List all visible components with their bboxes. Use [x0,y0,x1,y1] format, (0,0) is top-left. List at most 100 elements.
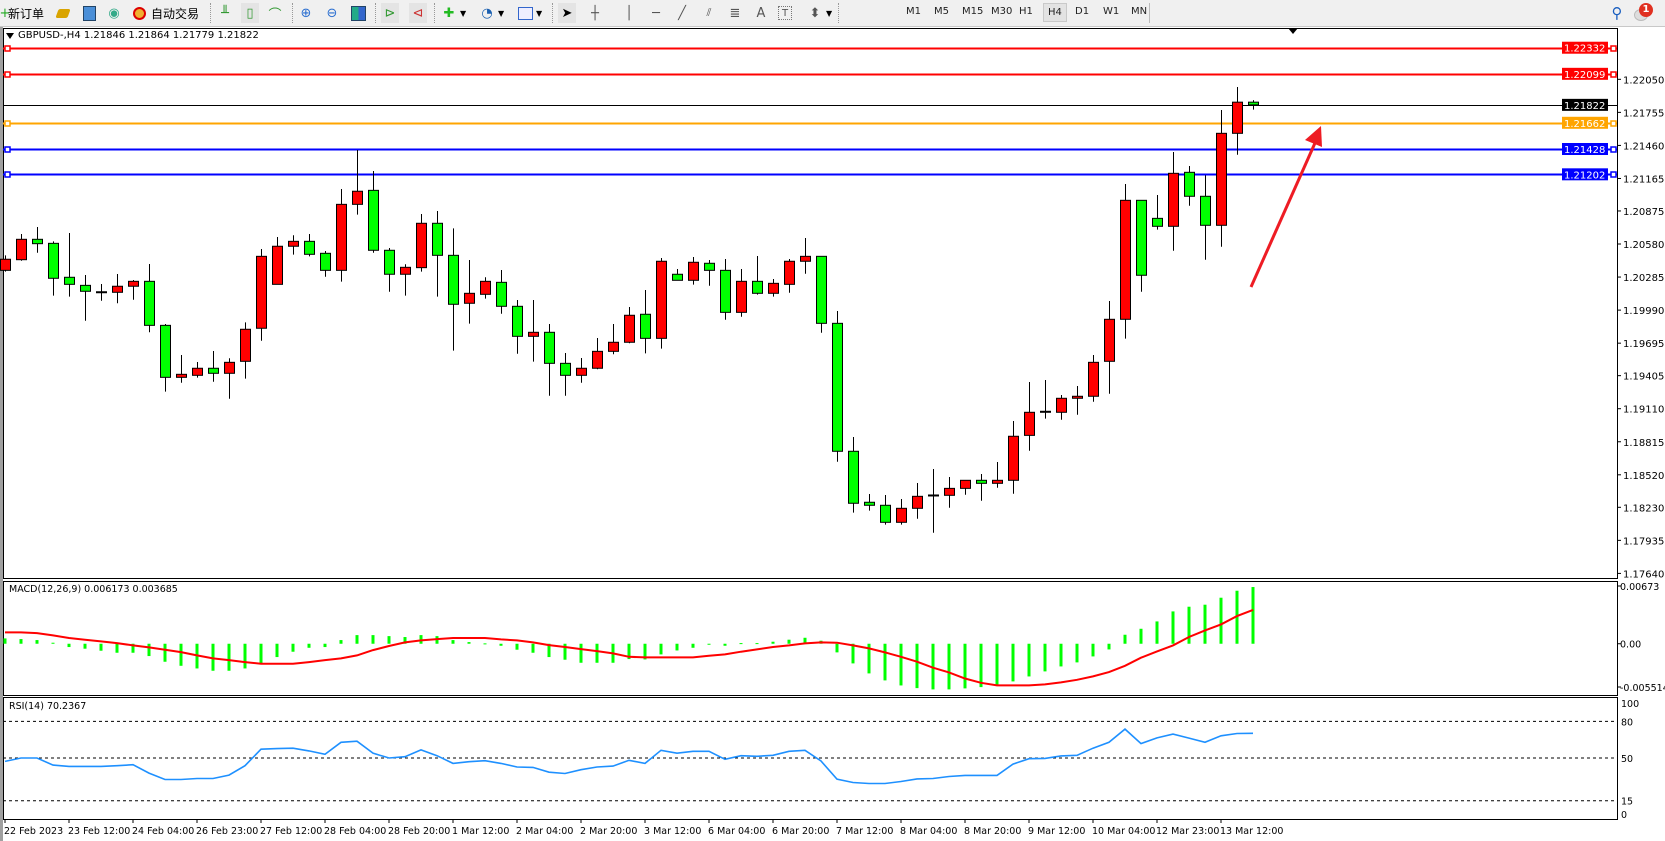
timeframe-m15-button[interactable]: M15 [962,6,984,17]
line-handle-left[interactable] [4,120,11,127]
autoscroll-button[interactable]: ⊲ [409,3,427,23]
candlestick-button[interactable]: ▯ [241,3,259,23]
signals-button[interactable]: ◉ [105,3,123,23]
crosshair-button[interactable]: ┼ [586,3,604,23]
macd-histogram-bar [1123,634,1127,644]
chevron-down-icon: ▼ [460,8,467,18]
macd-histogram-bar [1203,604,1207,644]
time-axis: 22 Feb 2023 23 Feb 12:00 24 Feb 04:00 26 Fe… [4,819,1283,837]
candle [32,226,43,253]
crosshair-icon: ┼ [591,5,599,21]
macd-histogram-bar [483,643,487,645]
timeframe-w1-button[interactable]: W1 [1103,6,1120,17]
line-handle-right[interactable] [1610,146,1617,153]
templates-button[interactable]: ▼ [516,3,542,23]
trendline-button[interactable]: ╱ [673,3,691,23]
price-line-labels: 1.22332 1.22099 1.21822 1.21662 1.21428 1.212… [1562,41,1608,181]
line-handle-left[interactable] [4,71,11,78]
candle [928,468,939,533]
line-handle-left[interactable] [4,45,11,52]
candle-body [928,494,939,497]
candle [736,268,747,317]
data-window-button[interactable] [80,3,98,23]
timeframe-m30-button[interactable]: M30 [991,6,1013,17]
timeframe-m1-button[interactable]: M1 [906,6,921,17]
fibonacci-fan-button[interactable]: ⫽ [700,3,718,23]
annotation-arrow[interactable] [1249,126,1322,288]
time-tick-label: 28 Feb 20:00 [388,826,450,837]
chart-shift-button[interactable]: ⊳ [381,3,399,23]
search-button[interactable]: ⚲ [1608,3,1626,23]
candle [48,241,59,296]
price-tick-label: 1.19110 [1623,405,1664,416]
notification-icon: 1 [1634,3,1654,23]
indicators-button[interactable]: ✚ ▼ [440,3,467,23]
line-handle-right[interactable] [1610,45,1617,52]
macd-histogram-bar [163,643,167,662]
periods-button[interactable]: ◔ ▼ [478,3,504,23]
auto-trading-icon [130,4,148,22]
horizontal-line-button[interactable]: ─ [647,3,665,23]
timeframe-m5-button[interactable]: M5 [934,6,949,17]
candle [672,268,683,281]
text-label-button[interactable]: T [778,3,792,23]
bar-chart-button[interactable]: ╨ [216,3,234,23]
line-handle-left[interactable] [4,171,11,178]
macd-histogram-bar [995,643,999,686]
price-tick-label: 1.21755 [1623,108,1664,119]
time-tick-label: 13 Mar 12:00 [1220,826,1283,837]
candle-body [512,305,523,337]
macd-tick-label: 0.00673 [1620,582,1659,593]
zoom-out-button[interactable]: ⊖ [323,3,341,23]
macd-histogram-bar [883,643,887,681]
candle-body [800,255,811,262]
line-handle-right[interactable] [1610,171,1617,178]
tile-windows-button[interactable] [349,3,367,23]
candle [896,499,907,525]
macd-histogram-bar [3,638,7,644]
new-order-button[interactable]: + 新订单 [0,3,44,23]
candle-body [1056,397,1067,413]
candle-body [1008,435,1019,481]
auto-trading-button[interactable]: 自动交易 [130,3,199,23]
line-handle-right[interactable] [1610,71,1617,78]
arrows-button[interactable]: ⬍ ▼ [806,3,833,23]
chart-menu-triangle-icon[interactable] [6,33,14,39]
new-order-icon: + [0,5,11,21]
macd-histogram-bar [307,643,311,648]
timeframe-h4-button[interactable]: H4 [1043,3,1067,22]
line-handle-right[interactable] [1610,120,1617,127]
notification-button[interactable]: 1 [1634,3,1654,23]
line-chart-button[interactable]: ⌒ [266,3,284,23]
candle-body [752,280,763,294]
price-tick-label: 1.21460 [1623,141,1664,152]
fibonacci-lines-button[interactable]: ≣ [726,3,744,23]
timeframe-h1-button[interactable]: H1 [1019,6,1033,17]
rsi-tick-label: 0 [1621,810,1627,821]
candle-body [240,328,251,362]
candle-body [1168,172,1179,227]
price-label-box [1562,41,1608,54]
candle-body [1184,171,1195,197]
fibonacci-fan-icon: ⫽ [706,6,712,19]
candle-body [944,487,955,496]
timeframe-mn-button[interactable]: MN [1131,6,1148,17]
macd-tick-label: 0.00 [1620,640,1641,651]
candle-body [176,373,187,378]
candle [0,255,11,272]
text-icon: A [756,5,766,21]
vertical-line-button[interactable]: │ [620,3,638,23]
line-handle-left[interactable] [4,146,11,153]
chart-shift-marker-icon[interactable] [1288,28,1298,34]
zoom-in-button[interactable]: ⊕ [297,3,315,23]
candle [608,324,619,355]
cursor-button[interactable]: ➤ [558,3,576,23]
candle [1056,395,1067,420]
candle-body [1024,411,1035,436]
price-label: 1.21662 [1564,119,1605,130]
timeframe-d1-button[interactable]: D1 [1075,6,1090,17]
candle [544,324,555,396]
text-button[interactable]: A [752,3,770,23]
toolbar-separator [434,3,436,23]
